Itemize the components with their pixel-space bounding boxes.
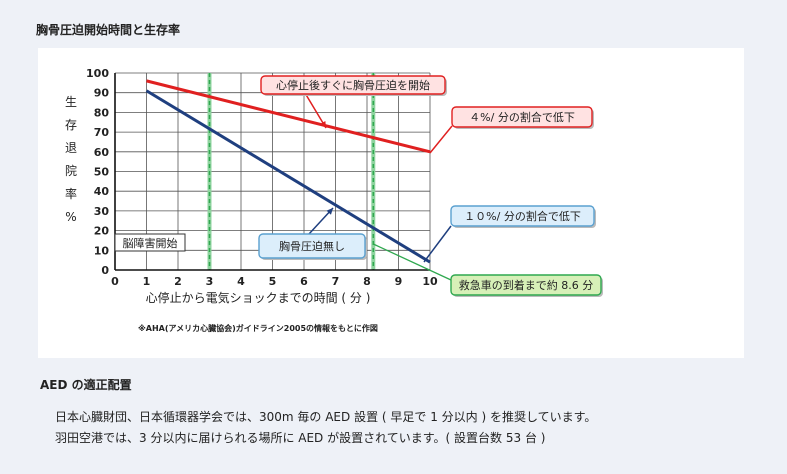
y-axis-label-char: 存 (65, 118, 77, 132)
y-tick-label: 90 (94, 87, 110, 100)
y-axis-label-char: 率 (65, 186, 77, 201)
y-tick-label: 20 (94, 225, 110, 238)
ambulance-label: 救急車の到着まで約 8.6 分 (450, 274, 603, 297)
x-tick-label: 4 (237, 275, 245, 288)
callout-text: １０%/ 分の割合で低下 (464, 209, 581, 223)
x-tick-label: 8 (363, 275, 371, 288)
y-axis-label-char: % (65, 210, 76, 224)
chart-panel: 0 10 20 30 40 50 60 70 80 90 100 0 1 2 3 4 5 6 7 8 9 10 生存退院率%… (38, 48, 744, 358)
footnote: ※AHA(アメリカ心臓協会)ガイドライン2005の情報をもとに作図 (138, 323, 378, 333)
x-tick-label: 0 (111, 275, 119, 288)
callout-box (450, 274, 602, 296)
x-axis-label: 心停止から電気ショックまでの時間 ( 分 ) (146, 290, 371, 305)
x-tick-label: 10 (422, 275, 438, 288)
callout-box (450, 205, 595, 227)
cpr-rate-leader (429, 125, 453, 154)
series-layer (145, 79, 431, 264)
survival-chart: 0 10 20 30 40 50 60 70 80 90 100 0 1 2 3 4 5 6 7 8 9 10 生存退院率%… (65, 67, 603, 333)
callout-box (451, 106, 593, 128)
callout-text: 心停止後すぐに胸骨圧迫を開始 (276, 78, 430, 92)
y-axis-label-char: 退 (65, 141, 77, 155)
x-tick-label: 6 (300, 275, 308, 288)
x-tick-label: 3 (206, 275, 214, 288)
paragraph-haneda: 羽田空港では、3 分以内に届けられる場所に AED が設置されています。( 設置… (55, 431, 546, 445)
x-tick-label: 9 (395, 275, 403, 288)
ambulance-leader (373, 243, 452, 281)
cpr-label-arrow (304, 92, 327, 129)
y-tick-label: 60 (94, 146, 110, 159)
page-title: 胸骨圧迫開始時間と生存率 (36, 23, 181, 37)
brain-damage-label: 脳障害開始 (114, 233, 186, 252)
callout-text: 胸骨圧迫無し (279, 239, 345, 253)
no-cpr-rate-leader (423, 225, 452, 263)
y-axis-label-char: 生 (65, 95, 77, 109)
no-cpr-label-arrow-head (326, 208, 333, 215)
y-tick-label: 70 (94, 126, 110, 139)
no-cpr-rate-label: １０%/ 分の割合で低下 (450, 205, 596, 228)
paragraph-recommendation: 日本心臓財団、日本循環器学会では、300m 毎の AED 設置 ( 早足で 1 … (55, 410, 597, 424)
section-heading: AED の適正配置 (40, 378, 132, 392)
y-axis-label-char: 院 (65, 164, 77, 178)
axis-layer: 0 10 20 30 40 50 60 70 80 90 100 0 1 2 3 4 5 6 7 8 9 10 生存退院率%… (65, 67, 438, 333)
y-tick-label: 100 (86, 67, 109, 80)
callout-text: 脳障害開始 (123, 236, 178, 250)
y-tick-label: 10 (94, 244, 110, 257)
y-tick-label: 50 (94, 166, 110, 179)
callout-box (258, 233, 366, 259)
y-tick-label: 80 (94, 106, 110, 119)
callout-box (114, 233, 186, 252)
x-tick-label: 5 (269, 275, 277, 288)
reference-lines (207, 73, 376, 270)
cpr-rate-label: ４%/ 分の割合で低下 (451, 106, 594, 129)
series-line-cpr (146, 79, 431, 154)
series-line-no-cpr (145, 89, 431, 264)
callout-box (260, 75, 446, 95)
y-tick-label: 30 (94, 205, 110, 218)
y-tick-label: 0 (101, 264, 109, 277)
x-tick-label: 7 (332, 275, 340, 288)
cpr-label-arrow-head (320, 121, 326, 128)
no-cpr-label: 胸骨圧迫無し (258, 233, 367, 260)
x-tick-label: 1 (143, 275, 151, 288)
x-tick-label: 2 (174, 275, 182, 288)
cpr-label: 心停止後すぐに胸骨圧迫を開始 (260, 75, 447, 96)
callout-text: ４%/ 分の割合で低下 (469, 110, 575, 124)
callout-text: 救急車の到着まで約 8.6 分 (459, 278, 594, 292)
y-tick-label: 40 (94, 185, 110, 198)
